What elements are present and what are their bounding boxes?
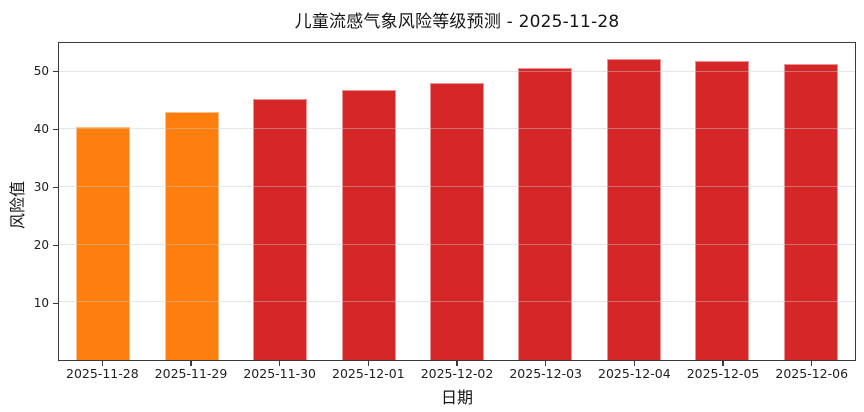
x-tick-mark xyxy=(367,361,369,366)
bar-slot xyxy=(324,43,412,360)
x-axis-title: 日期 xyxy=(440,388,473,407)
y-tick-label-20: 20 xyxy=(33,238,49,252)
x-tick-label-2025-11-28: 2025-11-28 xyxy=(66,366,139,381)
x-tick-label-2025-12-05: 2025-12-05 xyxy=(686,366,760,381)
x-tick-mark xyxy=(545,361,547,366)
x-tick-label-2025-12-04: 2025-12-04 xyxy=(598,366,671,381)
bar-2025-11-29 xyxy=(164,112,219,360)
x-tick-mark xyxy=(456,361,458,366)
bar-2025-12-01 xyxy=(341,90,396,360)
bar-slot xyxy=(413,43,501,360)
y-tick-label-30: 30 xyxy=(33,180,49,194)
y-tick-mark xyxy=(53,128,58,130)
x-tick-label-2025-12-01: 2025-12-01 xyxy=(332,366,405,381)
bar-2025-12-02 xyxy=(430,83,484,360)
x-tick-mark xyxy=(279,361,281,366)
x-tick-mark xyxy=(190,361,192,366)
y-tick-mark xyxy=(53,244,58,246)
y-tick-label-40: 40 xyxy=(33,122,49,136)
x-tick-mark xyxy=(811,361,813,366)
x-tick-label-2025-12-02: 2025-12-02 xyxy=(420,366,494,381)
y-tick-label-50: 50 xyxy=(33,64,49,78)
bars-container xyxy=(59,43,855,360)
y-axis-title: 风险值 xyxy=(8,181,27,230)
bar-slot xyxy=(501,43,589,360)
chart-title: 儿童流感气象风险等级预测 - 2025-11-28 xyxy=(294,12,620,32)
bar-2025-12-04 xyxy=(606,59,661,360)
x-tick-label-2025-11-29: 2025-11-29 xyxy=(154,366,228,381)
bar-2025-12-03 xyxy=(518,68,573,360)
x-tick-label-2025-12-03: 2025-12-03 xyxy=(509,366,583,381)
y-tick-mark xyxy=(53,70,58,72)
plot-area xyxy=(58,42,856,361)
x-tick-mark xyxy=(633,361,635,366)
bar-slot xyxy=(590,43,678,360)
x-tick-mark xyxy=(101,361,103,366)
bar-slot xyxy=(147,43,235,360)
bar-2025-11-28 xyxy=(76,126,131,360)
x-tick-labels: 2025-11-28 2025-11-29 2025-11-30 2025-12-01… xyxy=(58,366,856,381)
bar-2025-11-30 xyxy=(253,99,308,360)
y-tick-mark xyxy=(53,302,58,304)
bar-slot xyxy=(678,43,766,360)
x-tick-mark xyxy=(722,361,724,366)
y-tick-label-10: 10 xyxy=(33,296,49,310)
bar-2025-12-05 xyxy=(695,61,750,360)
y-tick-mark xyxy=(53,186,58,188)
bar-2025-12-06 xyxy=(783,63,838,360)
x-tick-label-2025-12-06: 2025-12-06 xyxy=(775,366,849,381)
x-tick-label-2025-11-30: 2025-11-30 xyxy=(243,366,316,381)
bar-slot xyxy=(767,43,855,360)
bar-slot xyxy=(59,43,147,360)
bar-slot xyxy=(236,43,324,360)
